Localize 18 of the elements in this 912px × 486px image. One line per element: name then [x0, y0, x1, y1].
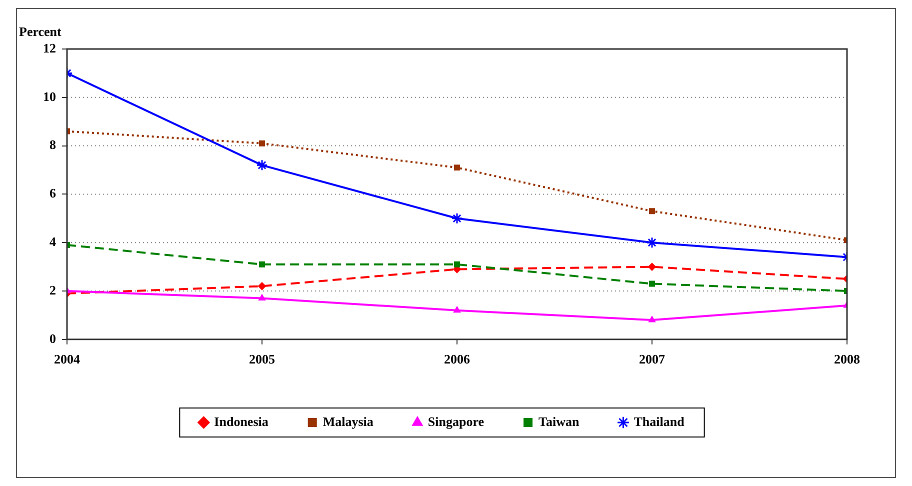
legend-label: Malaysia — [322, 414, 374, 429]
x-tick-label: 2007 — [639, 352, 666, 367]
legend-label: Indonesia — [214, 414, 269, 429]
x-tick-label: 2006 — [444, 352, 470, 367]
legend-label: Singapore — [428, 414, 484, 429]
x-tick-label: 2004 — [54, 352, 80, 367]
legend-label: Thailand — [634, 414, 686, 429]
y-tick-label: 0 — [50, 330, 56, 346]
x-tick-label: 2005 — [249, 352, 276, 367]
y-tick-label: 2 — [50, 282, 56, 298]
legend-label: Taiwan — [538, 414, 580, 429]
y-axis-title: Percent — [19, 24, 62, 39]
y-tick-label: 8 — [50, 137, 56, 152]
y-tick-label: 12 — [43, 40, 56, 56]
y-tick-label: 6 — [50, 186, 56, 201]
y-tick-label: 10 — [43, 88, 56, 104]
x-tick-label: 2008 — [834, 352, 860, 367]
y-tick-label: 4 — [50, 234, 56, 249]
